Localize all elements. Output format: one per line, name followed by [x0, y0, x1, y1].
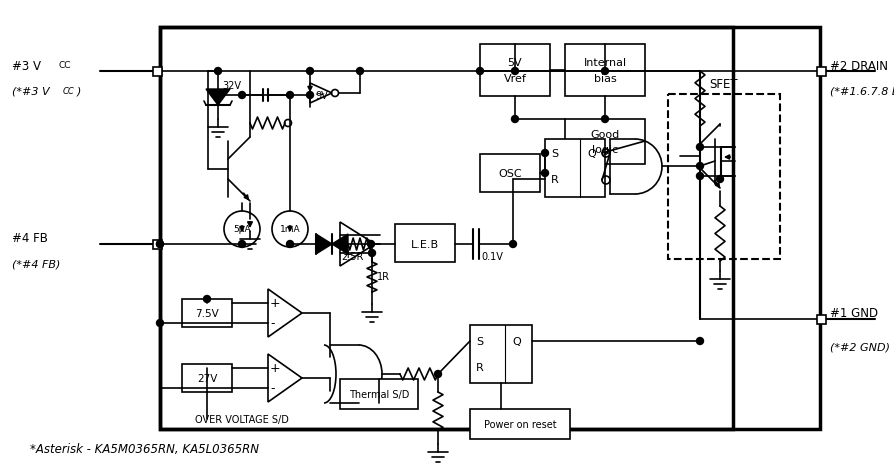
Circle shape [156, 241, 164, 248]
Circle shape [696, 338, 703, 345]
Text: ): ) [77, 87, 81, 97]
Bar [394, 225, 454, 263]
Circle shape [541, 150, 548, 157]
Bar [340, 379, 417, 409]
Circle shape [286, 92, 293, 99]
Text: 7.5V: 7.5V [195, 308, 219, 319]
Circle shape [696, 163, 703, 170]
Circle shape [476, 69, 483, 75]
Text: OSC: OSC [498, 169, 521, 179]
Text: SFET: SFET [709, 78, 738, 91]
Circle shape [238, 241, 245, 248]
Text: (*#1.6.7.8 DRAIN): (*#1.6.7.8 DRAIN) [829, 87, 894, 97]
Circle shape [156, 320, 164, 327]
Text: ~: ~ [315, 88, 325, 100]
Text: L.E.B: L.E.B [410, 239, 439, 250]
Text: R: R [551, 175, 558, 185]
Text: #1 GND: #1 GND [829, 307, 877, 320]
Circle shape [601, 116, 608, 123]
Bar [816, 315, 825, 324]
Bar [816, 67, 825, 76]
Text: -: - [342, 229, 347, 242]
Text: Q: Q [586, 149, 595, 159]
Bar [154, 67, 163, 76]
Text: CC: CC [63, 88, 75, 96]
Circle shape [156, 241, 164, 248]
Text: Internal: Internal [583, 58, 626, 68]
Bar [160, 28, 819, 429]
Text: 2.5R: 2.5R [341, 251, 363, 262]
Circle shape [238, 92, 245, 99]
Polygon shape [332, 234, 348, 255]
Text: 32V: 32V [222, 81, 240, 91]
Circle shape [511, 116, 518, 123]
Circle shape [306, 69, 313, 75]
Text: (*#4 FB): (*#4 FB) [12, 259, 60, 269]
Circle shape [306, 92, 313, 99]
Text: 5V: 5V [507, 58, 522, 68]
Circle shape [368, 250, 375, 257]
Text: -: - [270, 382, 274, 394]
Text: R: R [476, 362, 484, 372]
Text: logic: logic [591, 144, 618, 155]
Circle shape [696, 173, 703, 180]
Bar [154, 240, 163, 249]
Text: Power on reset: Power on reset [483, 419, 556, 429]
Bar [469, 409, 569, 439]
Text: *Asterisk - KA5M0365RN, KA5L0365RN: *Asterisk - KA5M0365RN, KA5L0365RN [30, 443, 258, 456]
Bar [469, 325, 531, 383]
Circle shape [215, 69, 221, 75]
Text: Vref: Vref [503, 74, 526, 84]
Text: +: + [270, 297, 281, 310]
Text: +: + [342, 247, 353, 260]
Text: #2 DRAIN: #2 DRAIN [829, 59, 887, 72]
Bar [479, 155, 539, 193]
Text: -: - [270, 317, 274, 330]
Text: 5μA: 5μA [233, 225, 250, 234]
Text: (*#3 V: (*#3 V [12, 87, 49, 97]
Circle shape [696, 144, 703, 151]
Circle shape [509, 241, 516, 248]
Text: 27V: 27V [197, 373, 217, 383]
Bar [181, 300, 232, 327]
Text: CC: CC [59, 62, 72, 70]
Text: bias: bias [593, 74, 616, 84]
Circle shape [511, 69, 518, 75]
Text: (*#2 GND): (*#2 GND) [829, 342, 889, 352]
Bar [544, 140, 604, 198]
Text: Q: Q [511, 336, 520, 346]
Text: 9V: 9V [315, 91, 327, 101]
Text: S: S [476, 336, 483, 346]
Circle shape [601, 69, 608, 75]
Polygon shape [316, 234, 332, 255]
Bar [564, 45, 645, 97]
Polygon shape [206, 90, 230, 106]
Text: 1R: 1R [376, 271, 390, 282]
Text: Thermal S/D: Thermal S/D [349, 389, 409, 399]
Bar [667, 95, 780, 259]
Bar [160, 28, 732, 429]
Circle shape [367, 241, 374, 248]
Text: 1mA: 1mA [279, 225, 300, 234]
Text: OVER VOLTAGE S/D: OVER VOLTAGE S/D [195, 414, 289, 424]
Circle shape [356, 69, 363, 75]
Circle shape [716, 176, 722, 183]
Text: #3 V: #3 V [12, 59, 41, 72]
Circle shape [286, 241, 293, 248]
Text: +: + [270, 362, 281, 375]
Text: S: S [551, 149, 558, 159]
Text: 0.1V: 0.1V [480, 251, 502, 262]
Circle shape [434, 371, 441, 378]
Text: #4 FB: #4 FB [12, 232, 47, 245]
Circle shape [541, 170, 548, 177]
Bar [479, 45, 550, 97]
Text: Good: Good [590, 130, 619, 140]
Bar [181, 364, 232, 392]
Bar [564, 120, 645, 165]
Circle shape [203, 296, 210, 303]
